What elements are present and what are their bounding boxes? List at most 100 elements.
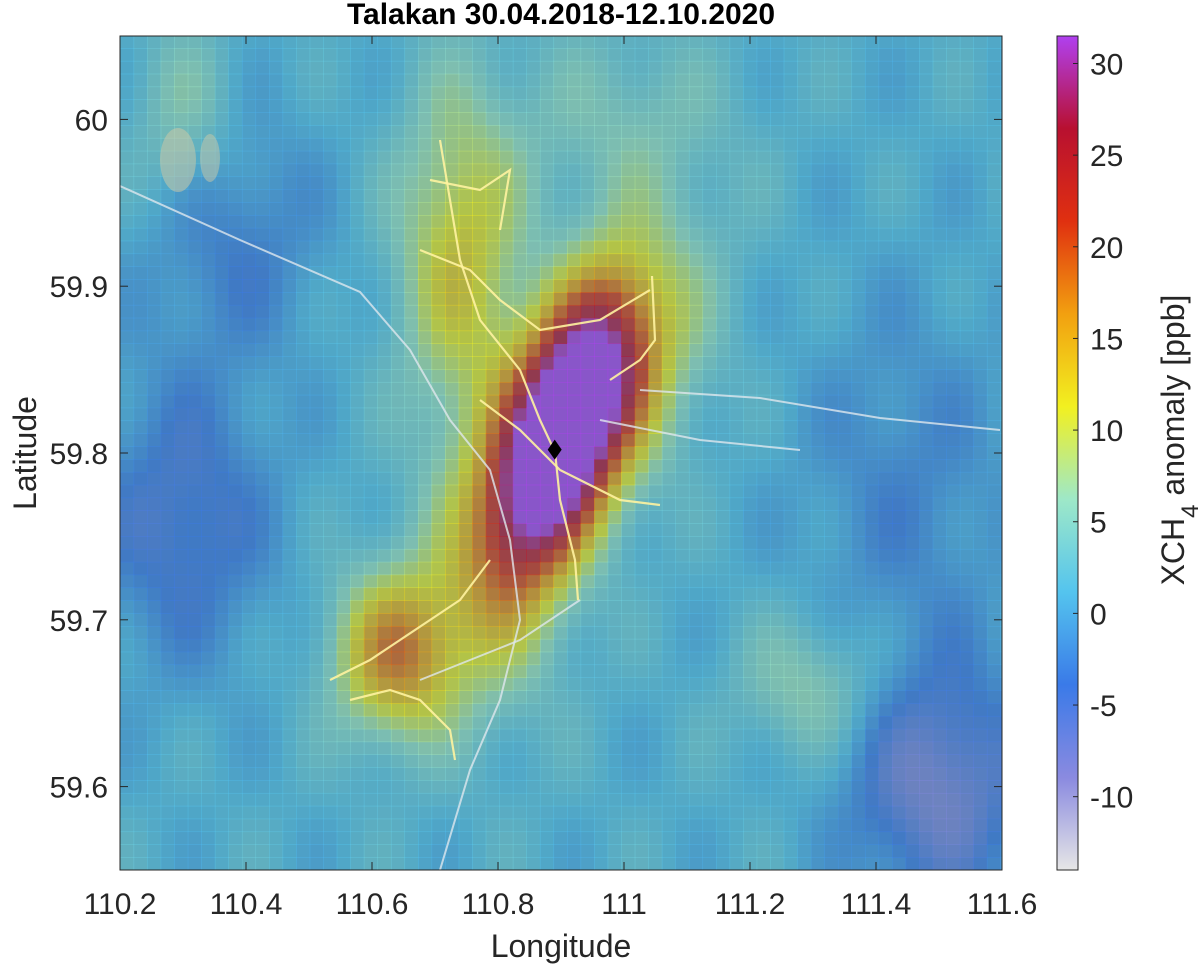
heatmap-cell: [201, 574, 216, 589]
heatmap-cell: [417, 279, 433, 293]
heatmap-cell: [363, 202, 378, 216]
heatmap-cell: [892, 86, 907, 100]
heatmap-cell: [864, 690, 880, 704]
heatmap-cell: [919, 497, 934, 511]
heatmap-cell: [986, 510, 1002, 524]
heatmap-cell: [661, 86, 676, 100]
heatmap-cell: [986, 433, 1002, 447]
heatmap-cell: [566, 844, 582, 858]
heatmap-cell: [851, 150, 866, 165]
heatmap-cell: [878, 266, 893, 280]
heatmap-cell: [323, 86, 338, 100]
heatmap-cell: [1000, 292, 1002, 306]
heatmap-cell: [932, 818, 947, 833]
heatmap-cell: [417, 163, 433, 178]
heatmap-cell: [350, 690, 365, 704]
heatmap-cell: [986, 754, 1002, 768]
heatmap-cell: [864, 677, 880, 691]
heatmap-cell: [729, 818, 744, 833]
heatmap-cell: [309, 369, 324, 383]
heatmap-cell: [120, 317, 135, 332]
heatmap-cell: [946, 638, 961, 653]
heatmap-cell: [187, 433, 202, 447]
heatmap-cell: [269, 638, 284, 653]
heatmap-cell: [282, 561, 297, 576]
heatmap-cell: [973, 651, 988, 666]
heatmap-cell: [282, 792, 297, 807]
heatmap-cell: [878, 214, 893, 229]
heatmap-cell: [309, 394, 324, 409]
heatmap-cell: [864, 330, 880, 345]
heatmap-cell: [770, 459, 785, 473]
heatmap-cell: [675, 831, 690, 845]
heatmap-cell: [702, 523, 717, 537]
heatmap-cell: [715, 253, 731, 267]
heatmap-cell: [296, 214, 311, 229]
heatmap-cell: [702, 343, 717, 357]
heatmap-cell: [241, 330, 257, 345]
heatmap-cell: [634, 741, 649, 755]
heatmap-cell: [120, 561, 135, 576]
heatmap-cell: [580, 805, 595, 820]
heatmap-cell: [241, 831, 257, 845]
heatmap-cell: [810, 690, 825, 704]
heatmap-cell: [743, 818, 758, 833]
heatmap-cell: [973, 600, 988, 614]
heatmap-cell: [228, 330, 243, 345]
heatmap-cell: [147, 651, 162, 666]
heatmap-cell: [350, 805, 365, 820]
heatmap-cell: [675, 574, 690, 589]
heatmap-cell: [269, 690, 284, 704]
heatmap-cell: [187, 292, 202, 306]
heatmap-cell: [824, 202, 839, 216]
heatmap-cell: [553, 690, 568, 704]
heatmap-cell: [445, 780, 460, 794]
heatmap-cell: [661, 189, 676, 203]
heatmap-cell: [946, 677, 961, 691]
heatmap-cell: [783, 767, 798, 781]
heatmap-cell: [959, 780, 974, 794]
heatmap-cell: [607, 638, 622, 653]
heatmap-cell: [431, 780, 446, 794]
heatmap-cell: [702, 484, 717, 499]
heatmap-cell: [499, 728, 514, 743]
heatmap-cell: [214, 266, 229, 280]
heatmap-cell: [743, 253, 758, 267]
heatmap-cell: [485, 831, 500, 845]
heatmap-cell: [485, 818, 500, 833]
heatmap-cell: [729, 48, 744, 62]
heatmap-cell: [539, 638, 555, 653]
heatmap-cell: [485, 214, 500, 229]
heatmap-cell: [661, 754, 676, 768]
heatmap-cell: [932, 394, 947, 409]
heatmap-cell: [566, 459, 582, 473]
heatmap-cell: [133, 818, 148, 833]
heatmap-cell: [824, 767, 839, 781]
heatmap-cell: [512, 279, 527, 293]
heatmap-cell: [363, 60, 378, 75]
heatmap-cell: [837, 381, 853, 396]
heatmap-cell: [864, 805, 880, 820]
heatmap-cell: [594, 99, 609, 113]
heatmap-cell: [160, 741, 175, 755]
heatmap-cell: [986, 536, 1002, 550]
heatmap-cell: [919, 651, 934, 666]
heatmap-cell: [174, 792, 189, 807]
heatmap-cell: [675, 189, 690, 203]
heatmap-cell: [363, 112, 378, 126]
heatmap-cell: [458, 613, 473, 627]
heatmap-cell: [702, 446, 717, 460]
heatmap-cell: [946, 536, 961, 550]
heatmap-cell: [580, 60, 595, 75]
heatmap-cell: [648, 292, 663, 306]
heatmap-cell: [472, 831, 487, 845]
heatmap-cell: [783, 343, 798, 357]
heatmap-cell: [864, 831, 880, 845]
heatmap-cell: [553, 420, 568, 434]
heatmap-cell: [431, 202, 446, 216]
heatmap-cell: [797, 690, 812, 704]
heatmap-cell: [715, 125, 731, 139]
heatmap-cell: [594, 459, 609, 473]
heatmap-cell: [417, 613, 433, 627]
heatmap-cell: [634, 214, 649, 229]
